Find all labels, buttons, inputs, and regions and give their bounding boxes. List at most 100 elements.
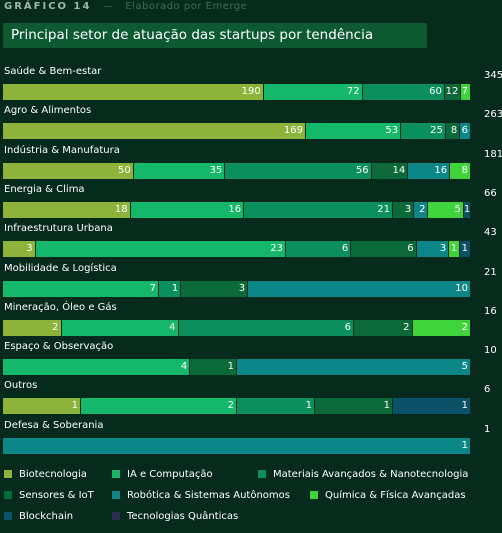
data-label: 35	[209, 164, 223, 176]
bar-segment-robotica-sistemas-autonomos	[408, 162, 451, 179]
bar-segment-sensores-iot	[393, 201, 415, 218]
data-label: 1	[450, 243, 458, 255]
category-label-espaco-observacao: Espaço & Observação	[4, 341, 114, 353]
bar-row-agro-alimentos: 169 53 25 8 6	[3, 123, 471, 140]
legend-item-blockchain: Blockchain	[4, 510, 73, 524]
data-label: 190	[241, 86, 261, 97]
bar-segment-sensores-iot	[354, 319, 413, 336]
bar-segment-ia-e-computacao	[81, 398, 237, 415]
data-label: 1	[461, 400, 468, 412]
category-label-industria-manufatura: Indústria & Manufatura	[4, 144, 120, 156]
data-label: 6	[344, 321, 351, 333]
legend-label: Tecnologias Quânticas	[127, 511, 239, 522]
bar-segment-biotecnologia	[3, 123, 307, 140]
bar-row-mineracao-oleo-e-gas: 2 4 6 2 2	[3, 319, 471, 336]
data-label: 3	[238, 282, 246, 294]
category-label-infraestrutura-urbana: Infraestrutura Urbana	[4, 223, 113, 235]
bar-row-outros: 1 2 1 1 1	[3, 398, 471, 415]
data-label: 2	[461, 321, 468, 333]
category-total-energia-clima: 66	[484, 187, 497, 199]
bar-segment-materiais-avancados-nanotecnologia	[178, 319, 354, 336]
data-label: 1	[171, 282, 179, 294]
data-label: 12	[445, 86, 459, 97]
legend-swatch	[112, 470, 120, 478]
data-label: 53	[385, 125, 399, 137]
bar-segment-materiais-avancados-nanotecnologia	[159, 280, 182, 297]
data-label: 7	[461, 86, 468, 97]
data-label: 5	[454, 203, 461, 215]
bar-segment-biotecnologia	[3, 84, 264, 100]
bar-segment-biotecnologia	[3, 162, 134, 179]
legend-label: Blockchain	[19, 511, 74, 522]
chart-credit: Elaborado por Emerge	[125, 1, 248, 12]
bar-segment-quimica-fisica-avancadas	[450, 162, 471, 179]
data-label: 6	[407, 243, 414, 255]
legend-swatch	[4, 491, 12, 499]
data-label: 5	[461, 361, 468, 373]
category-label-energia-clima: Energia & Clima	[4, 183, 85, 195]
category-label-mineracao-oleo-e-gas: Mineração, Óleo e Gás	[4, 301, 117, 313]
bar-segment-materiais-avancados-nanotecnologia	[244, 201, 393, 218]
legend-swatch	[112, 512, 120, 520]
data-label: 25	[430, 125, 443, 137]
data-label: 8	[461, 164, 468, 176]
legend-item-ia-e-computacao: IA e Computação	[112, 468, 213, 482]
header-separator: —	[103, 1, 114, 12]
bar-segment-biotecnologia	[3, 398, 81, 415]
bar-segment-sensores-iot	[445, 123, 461, 140]
bar-segment-ia-e-computacao	[35, 241, 286, 258]
category-total-mineracao-oleo-e-gas: 16	[484, 305, 497, 317]
data-label: 1	[71, 400, 78, 412]
category-label-agro-alimentos: Agro & Alimentos	[4, 105, 92, 117]
bar-row-defesa-soberania: 1	[3, 437, 471, 454]
bar-row-mobilidade-logistica: 7 1 3 10	[3, 280, 471, 297]
bar-segment-sensores-iot	[190, 359, 237, 376]
bar-segment-ia-e-computacao	[306, 123, 402, 140]
legend-label: Biotecnologia	[19, 469, 87, 480]
bar-row-infraestrutura-urbana: 3 23 6 6 3 1 1	[3, 241, 471, 258]
data-label: 6	[461, 125, 468, 137]
legend-item-biotecnologia: Biotecnologia	[4, 468, 87, 482]
bar-segment-materiais-avancados-nanotecnologia	[225, 162, 372, 179]
data-label: 2	[419, 203, 426, 215]
data-label: 4	[180, 361, 188, 373]
bar-segment-sensores-iot	[371, 162, 409, 179]
legend-label: Química & Física Avançadas	[325, 490, 466, 501]
bar-segment-quimica-fisica-avancadas	[428, 201, 464, 218]
legend-swatch	[112, 491, 120, 499]
bar-segment-blockchain	[460, 241, 471, 258]
bar-segment-ia-e-computacao	[133, 162, 226, 179]
bar-segment-materiais-avancados-nanotecnologia	[401, 123, 446, 140]
data-label: 16	[434, 164, 448, 176]
data-label: 7	[149, 282, 156, 294]
category-label-saude-bem-estar: Saúde & Bem-estar	[4, 66, 102, 77]
bar-segment-quimica-fisica-avancadas	[449, 241, 461, 258]
chart-title: Principal setor de atuação das startups …	[3, 23, 427, 48]
category-label-mobilidade-logistica: Mobilidade & Logística	[4, 262, 117, 274]
category-total-espaco-observacao: 10	[484, 345, 497, 357]
graph-number: GRÁFICO 14	[4, 1, 92, 12]
bar-segment-robotica-sistemas-autonomos	[460, 123, 471, 140]
category-total-industria-manufatura: 181	[484, 148, 502, 160]
chart-header: GRÁFICO 14 — Elaborado por Emerge	[4, 1, 247, 17]
data-label: 60	[429, 86, 442, 97]
data-label: 2	[227, 400, 234, 412]
legend-item-sensores-iot: Sensores & IoT	[4, 489, 94, 503]
bar-segment-quimica-fisica-avancadas	[412, 319, 471, 336]
bar-row-industria-manufatura: 50 35 56 14 16 8	[3, 162, 471, 179]
data-label: 1	[461, 439, 468, 451]
category-label-outros: Outros	[4, 380, 38, 392]
data-label: 18	[114, 203, 128, 215]
bar-segment-ia-e-computacao	[263, 84, 363, 100]
data-label: 1	[461, 243, 468, 255]
category-total-infraestrutura-urbana: 43	[484, 227, 497, 239]
stacked-bar-chart: Saúde & Bem-estar 345 190 72 60 12 7 Agro & Ali…	[0, 60, 502, 460]
legend-swatch	[4, 470, 12, 478]
legend-swatch	[310, 491, 318, 499]
data-label: 4	[169, 321, 176, 333]
data-label: 16	[228, 203, 242, 215]
bar-segment-sensores-iot	[444, 84, 462, 100]
legend-item-quimica-fisica-avancadas: Química & Física Avançadas	[310, 489, 466, 503]
bar-segment-materiais-avancados-nanotecnologia	[285, 241, 352, 258]
category-total-saude-bem-estar: 345	[484, 70, 502, 81]
